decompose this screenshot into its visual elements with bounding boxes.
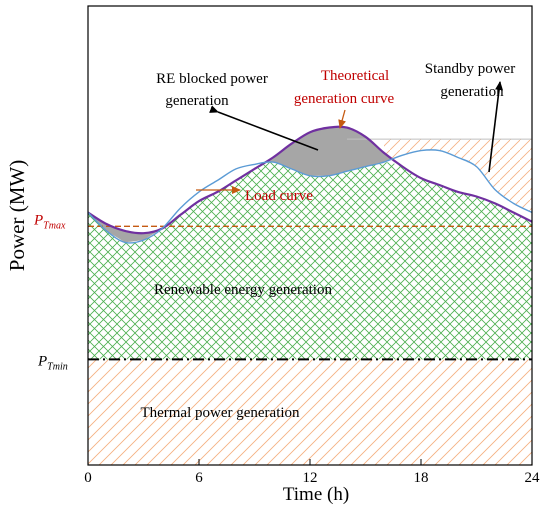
arrow-re-blocked [209, 105, 319, 151]
x-tick-label: 18 [414, 470, 429, 486]
arrow-standby [488, 81, 503, 173]
annotation-re-blocked-line1: RE blocked power [156, 71, 268, 87]
arrow-theoretical [338, 109, 346, 129]
p-tmin-label: PTmin [37, 353, 68, 372]
x-tick-label: 6 [195, 470, 203, 486]
renewable-region-label: Renewable energy generation [154, 282, 332, 298]
series-line-load [87, 149, 533, 244]
annotation-theoretical-line2: generation curve [294, 91, 395, 107]
x-tick-label: 24 [525, 470, 541, 486]
y-axis-label: Power (MW) [5, 160, 29, 271]
annotation-standby-line2: generation [440, 84, 504, 100]
thermal-region-label: Thermal power generation [140, 405, 300, 421]
annotation-standby-line1: Standby power [425, 61, 515, 77]
re-blocked-region [89, 127, 392, 243]
standby-region [384, 139, 532, 213]
x-axis-label: Time (h) [283, 484, 349, 505]
thermal-region [88, 359, 532, 465]
annotation-theoretical-line1: Theoretical [321, 68, 389, 84]
annotation-load-curve: Load curve [245, 188, 313, 204]
x-tick-label: 12 [303, 470, 318, 486]
annotation-re-blocked-line2: generation [165, 93, 229, 109]
renewable-region [88, 162, 532, 360]
x-tick-label: 0 [84, 470, 92, 486]
p-tmax-label: PTmax [33, 212, 66, 231]
x-axis-ticks: 0 6 12 18 24 [84, 459, 540, 486]
